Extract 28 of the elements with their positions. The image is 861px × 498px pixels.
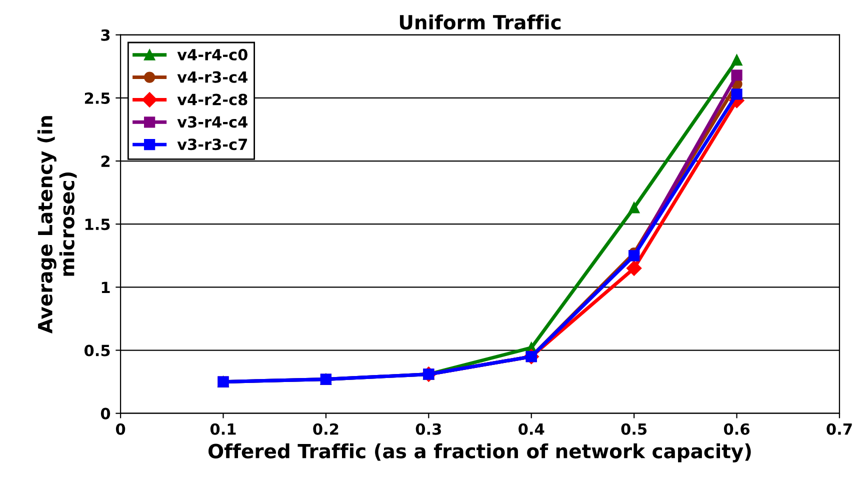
- chart-title: Uniform Traffic: [400, 14, 561, 30]
- legend-label: v3-r4-c4: [177, 116, 248, 128]
- x-tick-label: 0.4: [518, 423, 544, 435]
- point: [626, 260, 642, 276]
- y-axis-title: Average Latency (in microsec): [37, 116, 77, 334]
- x-tick-label: 0.6: [724, 423, 750, 435]
- y-tick-label: 2: [101, 155, 110, 167]
- x-tick-label: 0.3: [416, 423, 441, 435]
- legend-label: v4-r4-c0: [177, 48, 248, 60]
- x-tick-label: 0.1: [210, 423, 236, 435]
- y-tick-label: 0: [100, 408, 110, 420]
- y-tick-label: 1.5: [85, 218, 110, 230]
- x-tick-label: 0.7: [826, 423, 852, 435]
- point: [731, 70, 742, 81]
- x-axis-title: Offered Traffic (as a fraction of network capacity): [208, 443, 751, 462]
- x-tick-label: 0.2: [313, 423, 338, 435]
- point: [731, 88, 742, 100]
- y-tick-label: 3: [101, 29, 110, 41]
- x-tick-label: 0.5: [621, 423, 647, 435]
- legend-label: v4-r3-c4: [177, 71, 248, 83]
- y-tick-label: 2.5: [84, 92, 110, 104]
- legend-label: v4-r2-c8: [177, 94, 248, 106]
- y-tick-label: 0.5: [84, 344, 110, 356]
- point: [731, 54, 742, 66]
- y-tick-label: 1: [102, 282, 110, 293]
- point: [628, 202, 640, 214]
- legend-label: v3-r3-c7: [177, 138, 247, 150]
- x-tick-label: 0: [116, 423, 126, 435]
